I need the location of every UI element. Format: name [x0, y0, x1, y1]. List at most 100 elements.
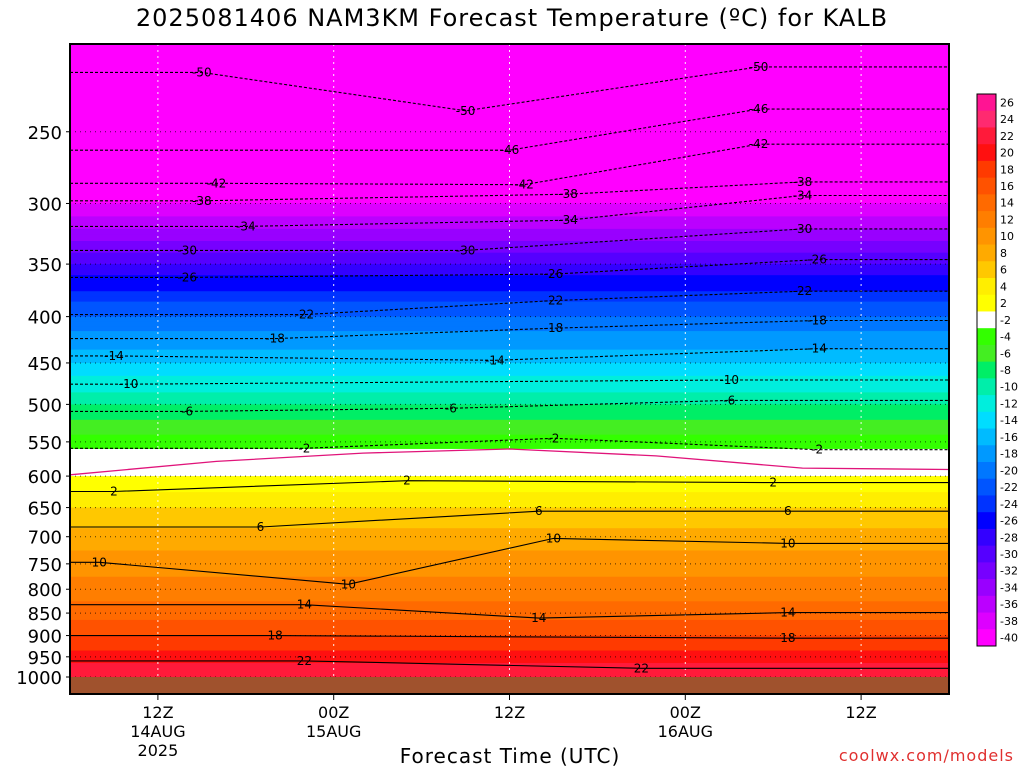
field-band — [70, 594, 949, 598]
field-band — [70, 246, 949, 254]
field-band — [70, 639, 949, 643]
x-tick-label: 00Z — [318, 703, 349, 722]
contour-label: 22 — [634, 661, 649, 675]
field-band — [70, 147, 949, 156]
contour-label: -18 — [807, 314, 827, 328]
colorbar-label: -14 — [1000, 414, 1018, 427]
y-tick-label: 900 — [28, 627, 62, 648]
contour-label: 2 — [769, 476, 777, 490]
colorbar-label: -22 — [1000, 481, 1018, 494]
field-band — [70, 550, 949, 554]
colorbar-swatch — [977, 227, 996, 246]
colorbar-label: -20 — [1000, 464, 1018, 477]
colorbar-swatch — [977, 94, 996, 112]
colorbar-swatch — [977, 278, 996, 296]
field-band — [70, 495, 949, 499]
contour-label: -6 — [723, 393, 735, 407]
colorbar-label: 22 — [1000, 130, 1014, 143]
contour-label: 18 — [267, 629, 282, 643]
field-band — [70, 528, 949, 532]
x-tick-sublabel: 14AUG — [130, 722, 185, 741]
contour-line — [70, 437, 949, 451]
contour-label: -46 — [749, 102, 769, 116]
contour-label: -26 — [177, 270, 197, 284]
field-band — [70, 579, 949, 583]
contour-line — [70, 108, 949, 151]
colorbar-label: -32 — [1000, 565, 1018, 578]
contour-line — [70, 290, 949, 316]
colorbar-swatch — [977, 194, 996, 212]
colorbar-label: -10 — [1000, 381, 1018, 394]
y-tick-label: 850 — [28, 604, 62, 625]
colorbar-swatch — [977, 344, 996, 363]
colorbar-frame — [976, 93, 997, 647]
field-band — [70, 665, 949, 668]
colorbar-swatch — [977, 528, 996, 547]
field-band — [70, 419, 949, 425]
credit-link[interactable]: coolwx.com/models — [838, 746, 1014, 765]
colorbar-label: 10 — [1000, 230, 1014, 243]
field-band — [70, 44, 949, 55]
field-band — [70, 626, 949, 630]
contour-label: -6 — [445, 401, 457, 415]
grid-lines — [70, 44, 949, 694]
freezing-line — [70, 448, 949, 476]
contour-label: 2 — [110, 485, 118, 499]
colorbar-label: 20 — [1000, 147, 1014, 160]
colorbar-swatch — [977, 579, 996, 597]
contour-label: -50 — [192, 65, 212, 79]
field-band — [70, 519, 949, 524]
field-band — [70, 591, 949, 595]
contour-line — [70, 635, 949, 639]
x-tick-label: 12Z — [494, 703, 525, 722]
colorbar-swatch — [977, 311, 996, 329]
contour-label: -10 — [719, 373, 739, 387]
colorbar-swatch — [977, 629, 996, 647]
contour-line — [70, 510, 949, 528]
colorbar-label: -40 — [1000, 632, 1018, 645]
x-tick-label: 12Z — [142, 703, 173, 722]
field-band — [70, 628, 949, 632]
contour-label: 18 — [780, 631, 795, 645]
field-band — [70, 176, 949, 184]
contour-label: 6 — [535, 504, 543, 518]
contour-label: 6 — [784, 504, 792, 518]
y-axis: 2503003504004505005506006507007508008509… — [16, 123, 70, 689]
field-band — [70, 603, 949, 607]
field-band — [70, 472, 949, 477]
colorbar-label: -16 — [1000, 431, 1018, 444]
contour-line — [70, 228, 949, 251]
contour-label: 6 — [257, 520, 265, 534]
y-tick-label: 1000 — [16, 668, 62, 689]
field-band — [70, 476, 949, 480]
field-band — [70, 98, 949, 109]
y-tick-label: 800 — [28, 580, 62, 601]
colorbar-swatch — [977, 411, 996, 430]
field-band — [70, 501, 949, 506]
contour-line — [70, 194, 949, 227]
field-band — [70, 400, 949, 405]
contour-label: 10 — [780, 536, 795, 550]
field-band — [70, 316, 949, 323]
field-band — [70, 452, 949, 457]
colorbar-swatch — [977, 595, 996, 614]
chart-title: 2025081406 NAM3KM Forecast Temperature (… — [135, 4, 889, 32]
y-tick-label: 750 — [28, 555, 62, 576]
field-band — [70, 656, 949, 660]
field-band — [70, 513, 949, 518]
field-band — [70, 662, 949, 666]
field-band — [70, 606, 949, 610]
contour-labels: -50-50-50-46-46-42 -42-42-38 -38-38-34 -34-… — [92, 60, 827, 675]
contour-label: -50 — [749, 60, 769, 74]
colorbar-swatch — [977, 495, 996, 513]
field-band — [70, 362, 949, 368]
contour-label: 10 — [92, 555, 107, 569]
contour-line — [70, 660, 949, 669]
field-band — [70, 291, 949, 298]
contour-label: 14 — [297, 598, 312, 612]
field-band — [70, 563, 949, 568]
contour-label: -30 — [456, 243, 476, 257]
contour-label: -38 — [558, 187, 578, 201]
colorbar: 26 24 22 20 18 16 14 12 10 8 6 4 2 -2 -4 -6 -8 -10 -12 -14 -… — [976, 93, 1018, 647]
